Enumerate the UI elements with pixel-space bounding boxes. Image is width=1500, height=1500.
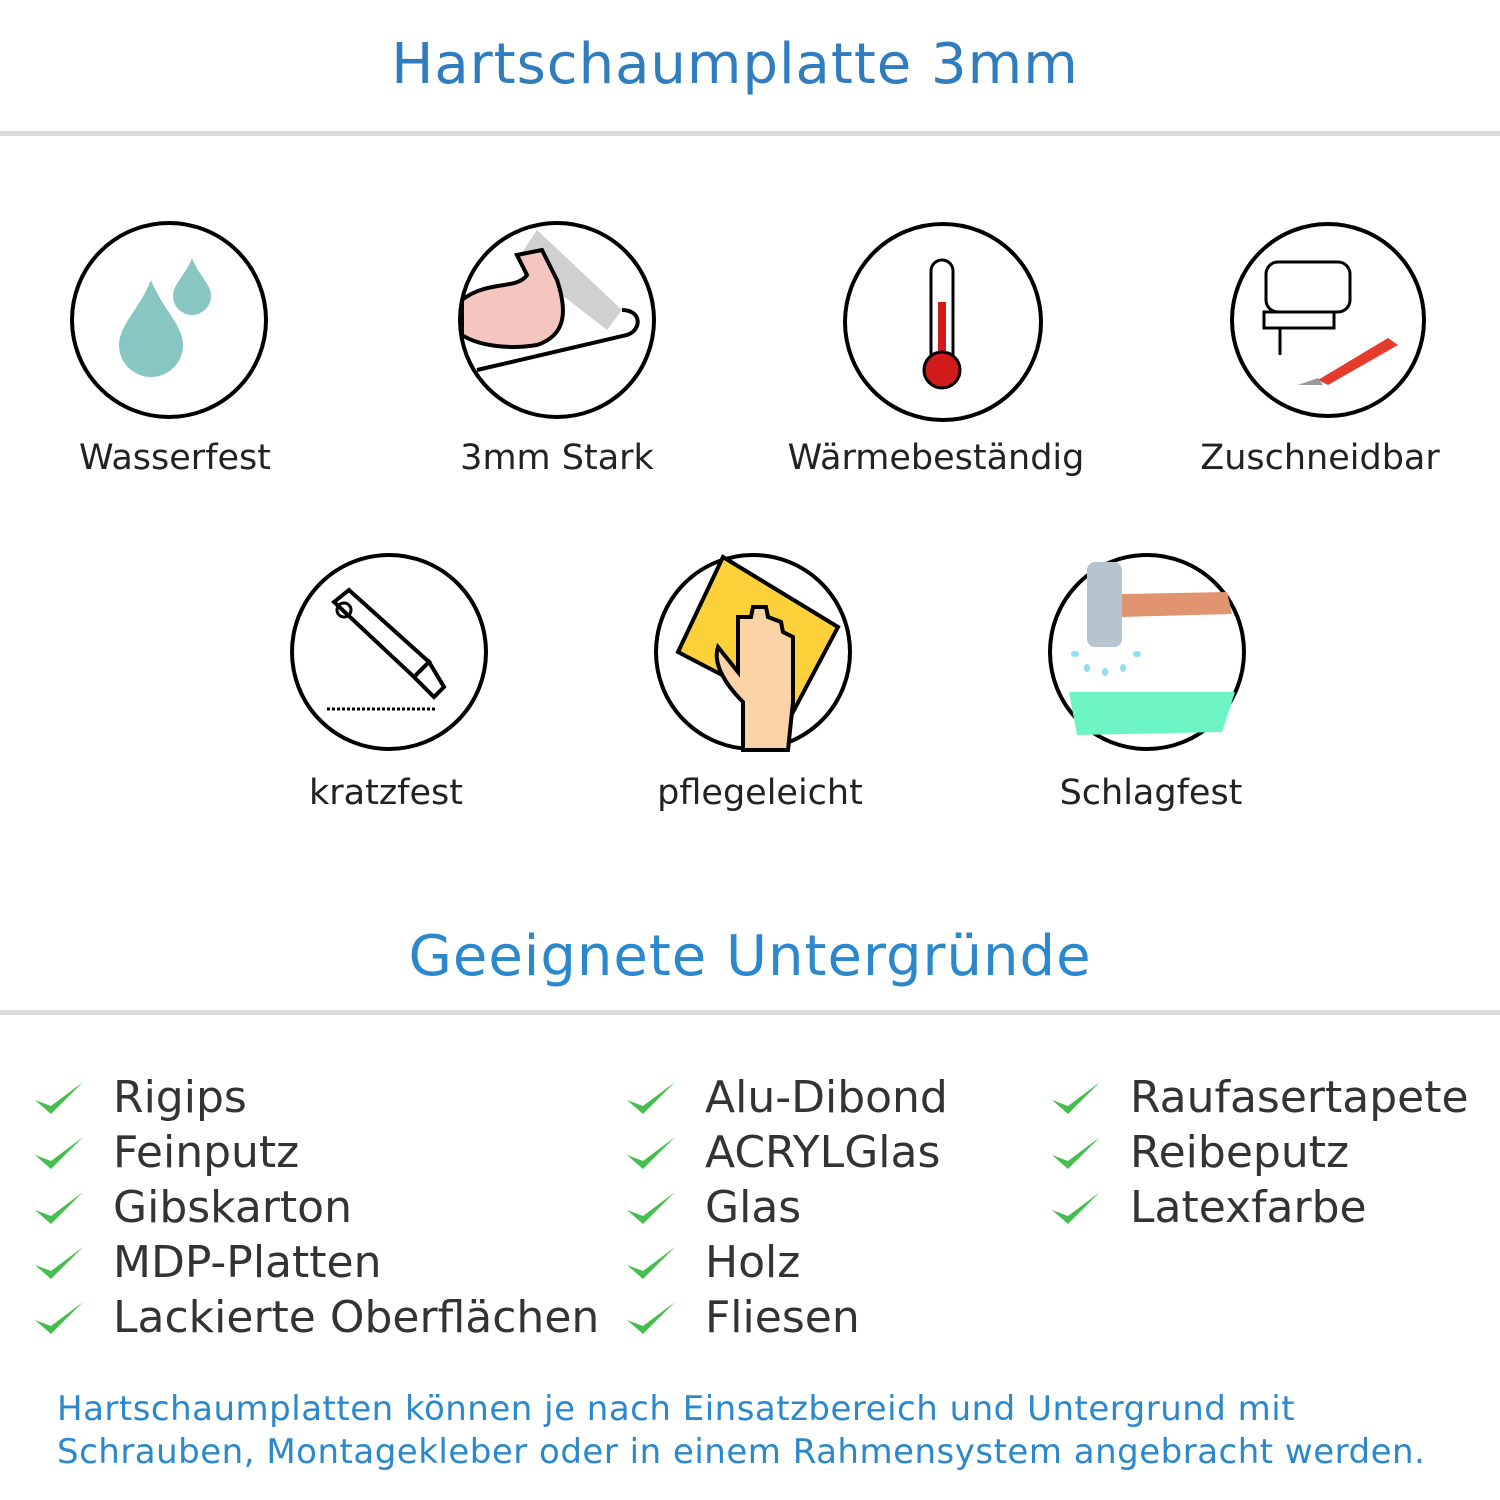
feature-label-wasserfest: Wasserfest bbox=[78, 438, 272, 478]
list-item: ACRYLGlas bbox=[625, 1125, 948, 1180]
list-item: Lackierte Oberflächen bbox=[33, 1290, 599, 1345]
check-icon bbox=[35, 1081, 83, 1114]
list-item: MDP-Platten bbox=[33, 1235, 599, 1290]
surface-label: Reibeputz bbox=[1130, 1127, 1350, 1178]
divider bbox=[0, 1010, 1500, 1015]
surfaces-heading: Geeignete Untergründe bbox=[408, 924, 1092, 989]
check-icon bbox=[35, 1301, 83, 1334]
cutter-knife-icon bbox=[290, 553, 488, 751]
check-icon bbox=[627, 1301, 675, 1334]
check-icon bbox=[627, 1136, 675, 1169]
check-icon bbox=[1052, 1191, 1100, 1224]
list-item: Glas bbox=[625, 1180, 948, 1235]
strong-arm-icon bbox=[458, 221, 656, 419]
list-item: Latexfarbe bbox=[1050, 1180, 1469, 1235]
list-item: Feinputz bbox=[33, 1125, 599, 1180]
feature-label-kratzfest: kratzfest bbox=[308, 773, 463, 813]
list-item: Holz bbox=[625, 1235, 948, 1290]
feature-label-waermebestaendig: Wärmebeständig bbox=[787, 438, 1085, 478]
surface-label: Feinputz bbox=[113, 1127, 300, 1178]
check-icon bbox=[35, 1136, 83, 1169]
page-title: Hartschaumplatte 3mm bbox=[391, 32, 1079, 97]
list-item: Reibeputz bbox=[1050, 1125, 1469, 1180]
surface-label: Holz bbox=[705, 1237, 801, 1288]
check-icon bbox=[1052, 1136, 1100, 1169]
surface-list: Raufasertapete Reibeputz Latexfarbe bbox=[1050, 1070, 1469, 1235]
check-icon bbox=[35, 1191, 83, 1224]
feature-label-pflegeleicht: pflegeleicht bbox=[657, 773, 863, 813]
list-item: Alu-Dibond bbox=[625, 1070, 948, 1125]
surface-label: Gibskarton bbox=[113, 1182, 352, 1233]
divider bbox=[0, 131, 1500, 136]
hammer-icon bbox=[1048, 553, 1246, 751]
surface-label: ACRYLGlas bbox=[705, 1127, 941, 1178]
feature-label-zuschneidbar: Zuschneidbar bbox=[1200, 438, 1440, 478]
surface-label: Rigips bbox=[113, 1072, 247, 1123]
footer-line: Hartschaumplatten können je nach Einsatz… bbox=[57, 1389, 1296, 1429]
check-icon bbox=[627, 1246, 675, 1279]
list-item: Gibskarton bbox=[33, 1180, 599, 1235]
surface-label: Alu-Dibond bbox=[705, 1072, 948, 1123]
surface-label: Fliesen bbox=[705, 1292, 860, 1343]
list-item: Rigips bbox=[33, 1070, 599, 1125]
list-item: Raufasertapete bbox=[1050, 1070, 1469, 1125]
check-icon bbox=[627, 1081, 675, 1114]
surface-label: Lackierte Oberflächen bbox=[113, 1292, 600, 1343]
list-item: Fliesen bbox=[625, 1290, 948, 1345]
water-drops-icon bbox=[70, 221, 268, 419]
cleaning-hand-icon bbox=[654, 553, 852, 752]
feature-label-3mm-stark: 3mm Stark bbox=[460, 438, 654, 478]
surface-list: Alu-Dibond ACRYLGlas Glas Holz Fliesen bbox=[625, 1070, 948, 1345]
footer-note: Hartschaumplatten können je nach Einsatz… bbox=[57, 1388, 1425, 1474]
thermometer-icon bbox=[843, 222, 1043, 422]
feature-label-schlagfest: Schlagfest bbox=[1059, 773, 1243, 813]
check-icon bbox=[627, 1191, 675, 1224]
surface-list: Rigips Feinputz Gibskarton MDP-Platten Lacki… bbox=[33, 1070, 599, 1345]
jigsaw-icon bbox=[1230, 222, 1426, 418]
surface-label: MDP-Platten bbox=[113, 1237, 382, 1288]
check-icon bbox=[35, 1246, 83, 1279]
footer-line: Schrauben, Montagekleber oder in einem R… bbox=[57, 1432, 1426, 1472]
surface-label: Raufasertapete bbox=[1130, 1072, 1469, 1123]
check-icon bbox=[1052, 1081, 1100, 1114]
surface-label: Latexfarbe bbox=[1130, 1182, 1367, 1233]
surface-label: Glas bbox=[705, 1182, 802, 1233]
